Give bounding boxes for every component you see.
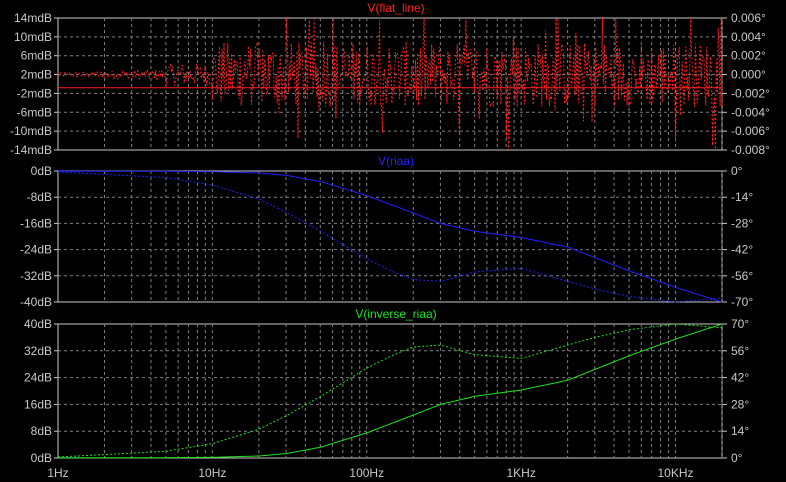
y-left-tick-label: -14mdB <box>10 143 52 157</box>
y-left-tick-label: 24dB <box>24 371 52 385</box>
phase-trace <box>57 323 723 458</box>
y-right-tick-label: 70° <box>731 317 749 331</box>
y-left-tick-label: 32dB <box>24 344 52 358</box>
phase-trace <box>57 17 723 151</box>
y-left-tick-label: 16dB <box>24 397 52 411</box>
y-right-tick-label: 56° <box>731 344 749 358</box>
x-tick-label: 10KHz <box>658 466 694 480</box>
plot-frame <box>57 323 723 459</box>
panel-title: V(riaa) <box>378 154 414 168</box>
y-right-tick-label: -56° <box>731 269 753 283</box>
panel-title: V(flat_line) <box>367 1 424 15</box>
y-right-tick-label: 0.006° <box>731 11 766 25</box>
y-left-tick-label: -2mdB <box>17 86 52 100</box>
y-left-tick-label: 0dB <box>31 164 52 178</box>
y-left-tick-label: 14mdB <box>14 11 52 25</box>
y-right-tick-label: -0.006° <box>731 124 770 138</box>
y-right-tick-label: -0.004° <box>731 105 770 119</box>
y-left-tick-label: 8dB <box>31 424 52 438</box>
y-right-tick-label: 42° <box>731 371 749 385</box>
y-right-tick-label: 0.004° <box>731 30 766 44</box>
y-right-tick-label: 14° <box>731 424 749 438</box>
x-tick-label: 100Hz <box>349 466 384 480</box>
y-left-tick-label: 6mdB <box>21 49 52 63</box>
phase-trace <box>57 171 723 303</box>
y-left-tick-label: 2mdB <box>21 68 52 82</box>
y-left-tick-label: 10mdB <box>14 30 52 44</box>
y-left-tick-label: -24dB <box>20 243 52 257</box>
y-right-tick-label: -14° <box>731 190 753 204</box>
plot-frame <box>57 170 723 303</box>
magnitude-trace <box>58 170 723 303</box>
y-right-tick-label: -0.002° <box>731 86 770 100</box>
y-left-tick-label: -8dB <box>27 190 52 204</box>
x-tick-label: 1Hz <box>47 466 68 480</box>
y-left-tick-label: -10mdB <box>10 124 52 138</box>
y-left-tick-label: -40dB <box>20 295 52 309</box>
magnitude-trace <box>58 323 723 459</box>
y-right-tick-label: -70° <box>731 295 753 309</box>
plot-frame <box>57 17 723 151</box>
y-right-tick-label: -42° <box>731 243 753 257</box>
y-right-tick-label: 28° <box>731 397 749 411</box>
y-right-tick-label: 0.000° <box>731 68 766 82</box>
y-left-tick-label: -6mdB <box>17 105 52 119</box>
y-right-tick-label: -28° <box>731 216 753 230</box>
panel-title: V(inverse_riaa) <box>355 307 436 321</box>
x-tick-label: 1KHz <box>506 466 535 480</box>
y-left-tick-label: -32dB <box>20 269 52 283</box>
y-left-tick-label: -16dB <box>20 216 52 230</box>
y-left-tick-label: 0dB <box>31 451 52 465</box>
y-left-tick-label: 40dB <box>24 317 52 331</box>
y-right-tick-label: 0.002° <box>731 49 766 63</box>
y-right-tick-label: -0.008° <box>731 143 770 157</box>
x-tick-label: 10Hz <box>198 466 226 480</box>
y-right-tick-label: 0° <box>731 164 743 178</box>
y-right-tick-label: 0° <box>731 451 743 465</box>
